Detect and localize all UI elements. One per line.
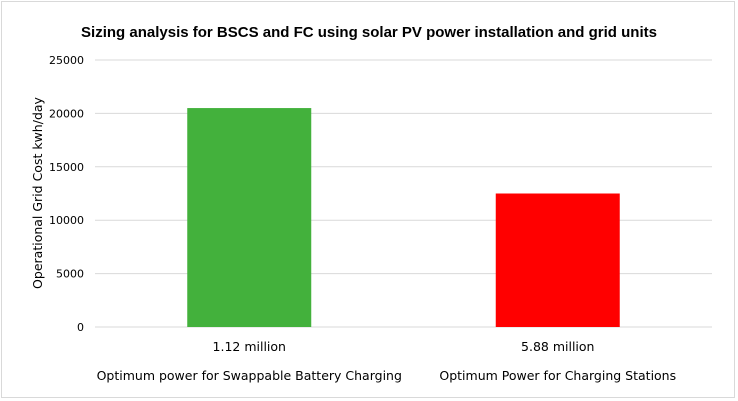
- x-category-label: 1.12 million: [213, 339, 286, 354]
- x-category-labels: 1.12 million 5.88 million: [213, 339, 595, 354]
- y-tick-label: 25000: [49, 54, 84, 67]
- y-tick-label: 15000: [49, 161, 84, 174]
- category-captions: Optimum power for Swappable Battery Char…: [97, 368, 677, 383]
- y-tick-label: 10000: [49, 214, 84, 227]
- x-category-label: 5.88 million: [521, 339, 594, 354]
- y-tick-labels: 0 5000 10000 15000 20000 25000: [49, 54, 84, 334]
- category-caption: Optimum power for Swappable Battery Char…: [97, 368, 402, 383]
- category-caption: Optimum Power for Charging Stations: [439, 368, 676, 383]
- chart-title: Sizing analysis for BSCS and FC using so…: [81, 24, 657, 41]
- bar-1: [187, 108, 312, 327]
- bars: [187, 108, 620, 327]
- y-axis-label: Operational Grid Cost kwh/day: [30, 96, 45, 288]
- y-tick-label: 5000: [56, 268, 84, 281]
- y-tick-label: 0: [77, 321, 84, 334]
- bar-2: [495, 193, 620, 327]
- y-tick-label: 20000: [49, 107, 84, 120]
